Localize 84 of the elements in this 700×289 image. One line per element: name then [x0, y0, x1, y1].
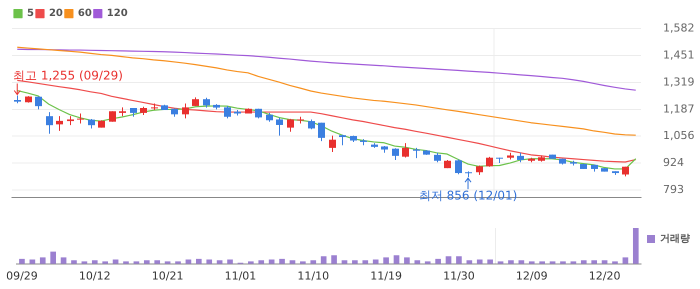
bar — [227, 260, 233, 264]
bar — [383, 257, 389, 264]
candlestick — [402, 142, 409, 158]
candlestick — [224, 105, 231, 119]
bar — [404, 257, 410, 264]
candlestick — [413, 147, 420, 159]
bar — [30, 260, 36, 264]
candlestick — [308, 118, 315, 130]
y-tick-label: 924 — [663, 156, 684, 170]
candlestick — [434, 152, 441, 163]
bar — [352, 260, 358, 264]
bar — [258, 260, 264, 264]
bar — [394, 255, 400, 264]
x-tick-label: 11/10 — [297, 269, 330, 282]
x-tick-label: 10/12 — [78, 269, 111, 282]
bar — [71, 260, 77, 264]
legend-label: 거래량 — [660, 234, 690, 245]
bar — [40, 257, 46, 264]
x-tick-label: 11/30 — [443, 269, 475, 282]
bar — [446, 256, 452, 264]
bar — [331, 255, 337, 264]
candlestick — [329, 135, 336, 152]
bar — [290, 260, 296, 264]
bar — [186, 260, 192, 264]
x-tick-label: 10/21 — [152, 269, 184, 282]
x-tick-label: 11/19 — [370, 269, 402, 282]
candlestick — [46, 112, 53, 134]
y-tick-label: 1,451 — [663, 48, 694, 62]
candlestick — [77, 113, 84, 124]
bar — [602, 260, 608, 264]
bar — [622, 257, 628, 264]
y-tick-label: 1,056 — [663, 129, 694, 142]
bar — [372, 260, 379, 264]
bar — [508, 260, 514, 264]
candlestick — [67, 116, 74, 126]
annotation: 최고 1,255 (09/29) — [13, 68, 123, 83]
y-tick-label: 1,582 — [663, 21, 694, 34]
bar — [632, 228, 639, 264]
bar — [206, 260, 212, 264]
candlestick — [287, 118, 294, 132]
x-tick-label: 12/20 — [588, 269, 620, 282]
x-tick-label: 12/09 — [516, 269, 548, 282]
candlestick — [455, 159, 462, 175]
bar — [50, 252, 56, 264]
bar — [92, 260, 98, 264]
bar — [154, 260, 160, 264]
candlestick — [35, 96, 42, 110]
bar — [414, 260, 420, 264]
bar — [216, 260, 222, 264]
bar — [144, 260, 150, 264]
legend-label: 20 — [48, 8, 63, 20]
bar — [456, 256, 462, 264]
bar — [60, 257, 66, 264]
legend-label: 5 — [27, 8, 34, 20]
legend-label: 120 — [106, 8, 128, 20]
candlestick — [276, 117, 283, 136]
bar — [518, 260, 524, 264]
bar — [362, 260, 368, 264]
legend-label: 60 — [78, 8, 92, 20]
bar — [320, 256, 326, 264]
bar — [466, 260, 472, 264]
bar — [476, 260, 483, 264]
x-tick-label: 11/01 — [224, 269, 256, 282]
bar — [268, 260, 274, 264]
bar — [310, 260, 316, 264]
candlestick — [56, 116, 63, 132]
bar — [580, 260, 587, 264]
candlestick — [622, 166, 629, 177]
candlestick — [318, 122, 325, 142]
bar — [112, 260, 118, 264]
bar — [591, 260, 598, 264]
bar — [279, 258, 285, 264]
x-tick-label: 09/29 — [6, 269, 38, 282]
candlestick — [182, 102, 189, 119]
y-tick-label: 793 — [663, 182, 684, 196]
candlestick — [88, 118, 95, 129]
y-tick-label: 1,319 — [663, 75, 694, 88]
bar — [19, 258, 25, 264]
y-tick-label: 1,187 — [663, 102, 694, 116]
bar — [342, 260, 348, 264]
candlestick — [203, 97, 210, 108]
candlestick — [517, 152, 524, 163]
candlestick — [476, 164, 483, 176]
bar — [487, 260, 493, 264]
